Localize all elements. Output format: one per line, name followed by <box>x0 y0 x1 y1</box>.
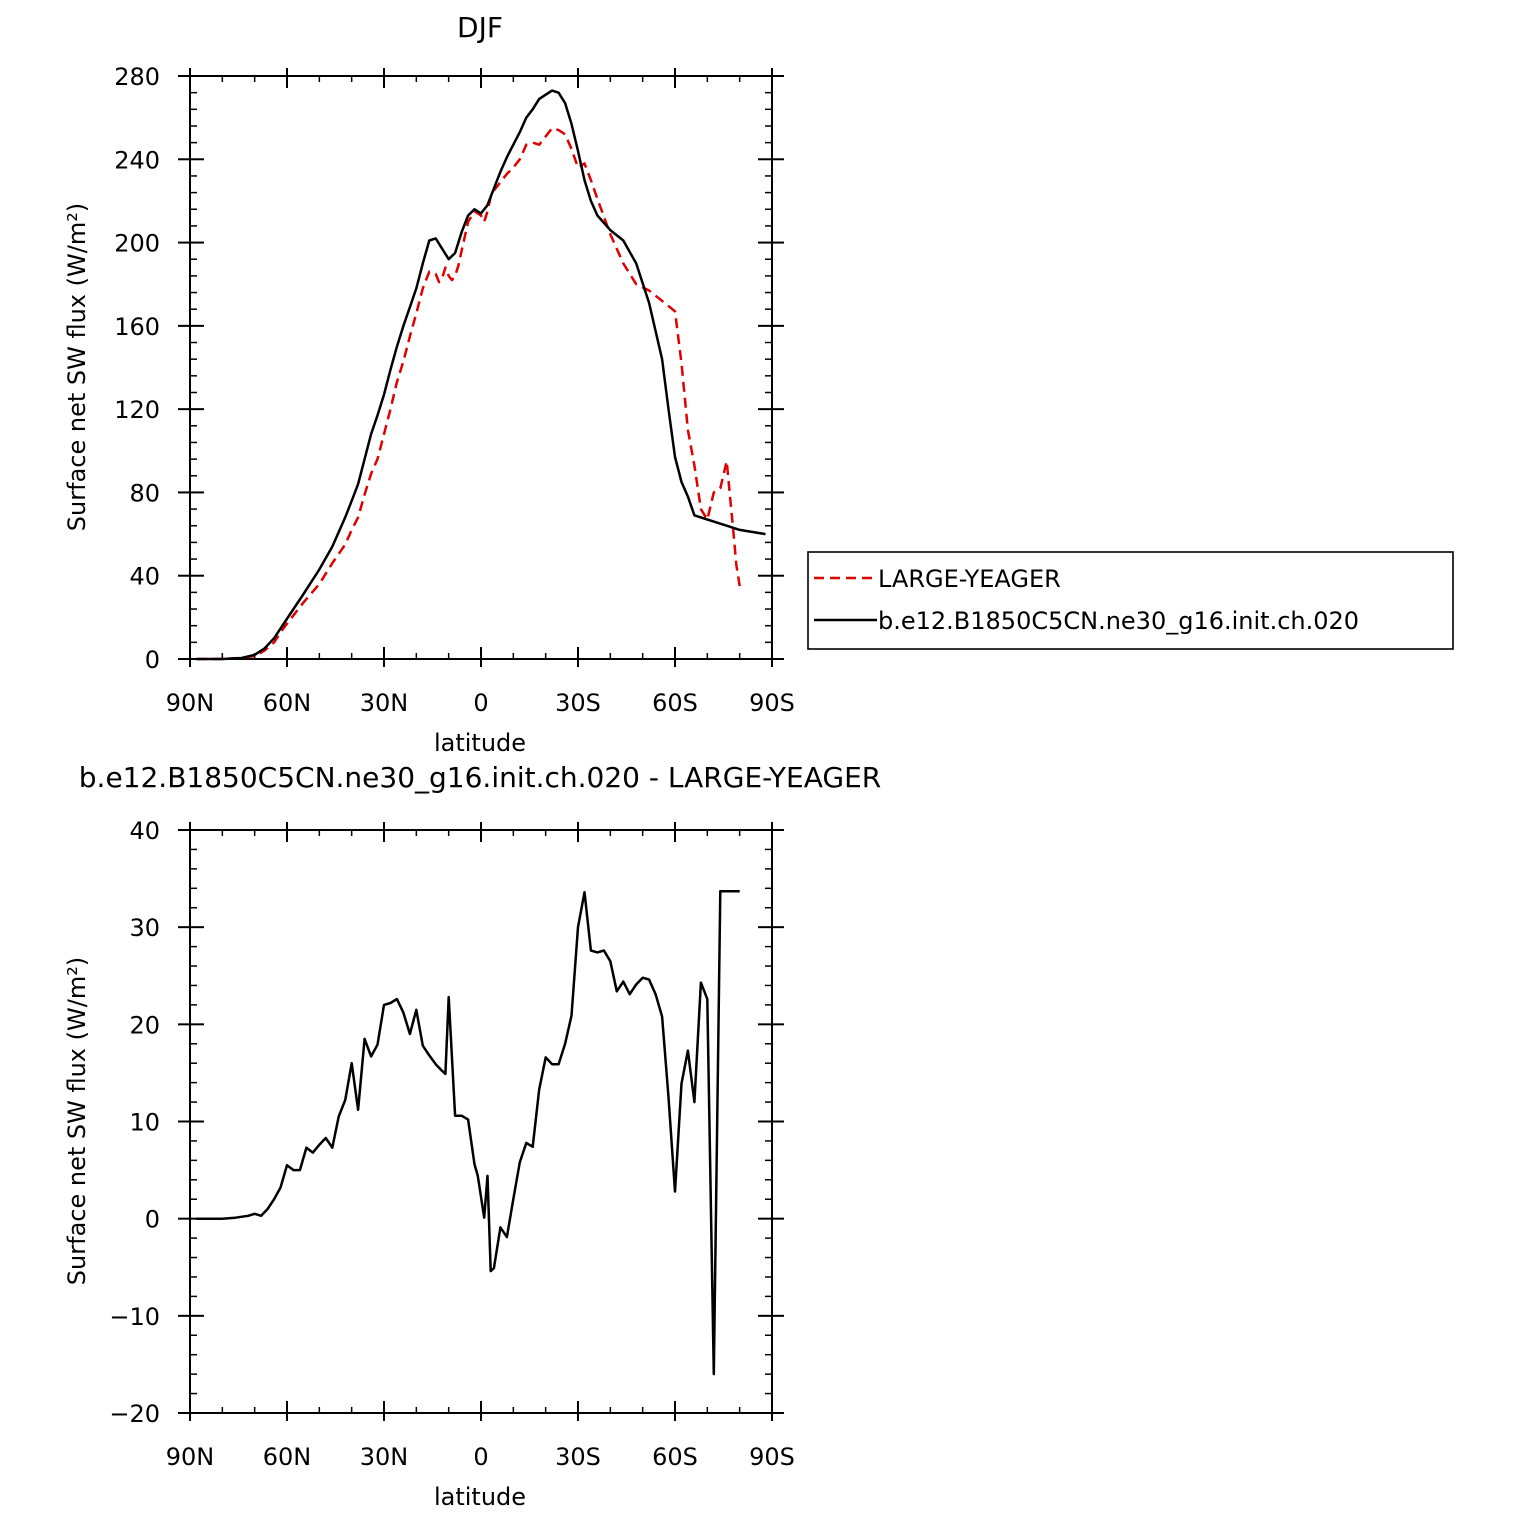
x-tick-label-bottom: 90S <box>749 1443 795 1471</box>
x-tick-label-top: 60N <box>263 689 312 717</box>
y-tick-label-top: 80 <box>129 479 160 507</box>
y-tick-label-top: 240 <box>114 146 160 174</box>
legend: LARGE-YEAGER b.e12.B1850C5CN.ne30_g16.in… <box>807 551 1454 650</box>
chart-title-top: DJF <box>457 11 503 44</box>
legend-box <box>807 551 1454 650</box>
y-tick-label-bottom: 20 <box>129 1011 160 1039</box>
y-tick-label-bottom: 40 <box>129 817 160 845</box>
x-tick-label-top: 0 <box>473 689 488 717</box>
y-tick-label-top: 40 <box>129 563 160 591</box>
legend-label-large-yeager: LARGE-YEAGER <box>878 565 1061 593</box>
axes-top: 90N 60N 30N 0 30S 60S 90S 0 40 80 120 160 200 240 280 <box>114 63 795 717</box>
y-tick-label-bottom: 30 <box>129 914 160 942</box>
y-tick-label-bottom: −20 <box>109 1400 160 1428</box>
plot-frame-bottom <box>189 829 773 1414</box>
chart-panel-bottom: b.e12.B1850C5CN.ne30_g16.init.ch.020 - L… <box>63 761 881 1511</box>
series-group-bottom <box>196 889 740 1376</box>
y-tick-label-top: 120 <box>114 396 160 424</box>
legend-label-model: b.e12.B1850C5CN.ne30_g16.init.ch.020 <box>878 607 1359 635</box>
x-tick-label-top: 30S <box>555 689 601 717</box>
chart-title-bottom: b.e12.B1850C5CN.ne30_g16.init.ch.020 - L… <box>79 761 881 794</box>
axes-bottom: 90N 60N 30N 0 30S 60S 90S −20 −10 0 10 20 30 40 <box>109 817 795 1471</box>
x-tick-label-top: 90N <box>166 689 215 717</box>
x-tick-label-top: 30N <box>360 689 409 717</box>
x-tick-label-top: 90S <box>749 689 795 717</box>
y-tick-label-top: 160 <box>114 313 160 341</box>
x-tick-label-bottom: 90N <box>166 1443 215 1471</box>
series-line-top-1 <box>196 89 766 661</box>
y-axis-label-top: Surface net SW flux (W/m²) <box>63 203 91 531</box>
x-axis-label-top: latitude <box>434 729 526 757</box>
y-tick-label-top: 200 <box>114 230 160 258</box>
series-line-bottom-0 <box>196 889 740 1376</box>
y-tick-label-bottom: 0 <box>145 1206 160 1234</box>
x-tick-label-top: 60S <box>652 689 698 717</box>
y-tick-label-bottom: −10 <box>109 1303 160 1331</box>
x-tick-label-bottom: 30N <box>360 1443 409 1471</box>
series-group-top <box>196 89 766 661</box>
x-axis-label-bottom: latitude <box>434 1483 526 1511</box>
x-tick-label-bottom: 0 <box>473 1443 488 1471</box>
y-tick-label-top: 280 <box>114 63 160 91</box>
y-axis-label-bottom: Surface net SW flux (W/m²) <box>63 957 91 1285</box>
y-tick-label-bottom: 10 <box>129 1109 160 1137</box>
y-tick-label-top: 0 <box>145 646 160 674</box>
plot-frame-top <box>189 75 773 660</box>
chart-panel-top: DJF 90N 60N 30N 0 30S 60S 90S 0 40 80 120 160 200 240… <box>63 11 1454 757</box>
x-tick-label-bottom: 60S <box>652 1443 698 1471</box>
x-tick-label-bottom: 60N <box>263 1443 312 1471</box>
x-tick-label-bottom: 30S <box>555 1443 601 1471</box>
series-line-top-0 <box>196 126 741 661</box>
